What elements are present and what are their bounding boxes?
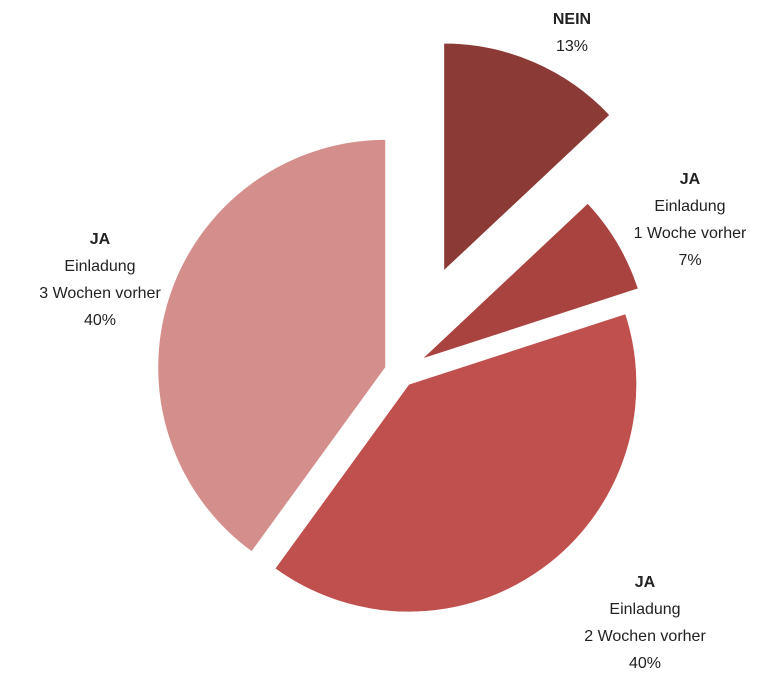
slice-label-line: 1 Woche vorher [634, 225, 747, 242]
slice-label-head: JA [680, 171, 701, 188]
slice-label-line: Einladung [609, 601, 680, 618]
slice-label-line: Einladung [64, 258, 135, 275]
slice-value-label: 40% [84, 312, 116, 329]
pie-slice [274, 313, 638, 613]
pie-slice [443, 42, 611, 273]
slice-label-line: 2 Wochen vorher [584, 628, 706, 645]
slice-value-label: 7% [678, 252, 701, 269]
pie-slice [421, 202, 639, 360]
pie-slice [157, 138, 387, 553]
slice-label-head: JA [90, 231, 111, 248]
slice-value-label: 40% [629, 655, 661, 672]
slice-label-line: 3 Wochen vorher [39, 285, 161, 302]
slice-label-line: Einladung [654, 198, 725, 215]
slice-value-label: 13% [556, 38, 588, 55]
slice-label-head: JA [635, 574, 656, 591]
slice-label-head: NEIN [553, 11, 591, 28]
